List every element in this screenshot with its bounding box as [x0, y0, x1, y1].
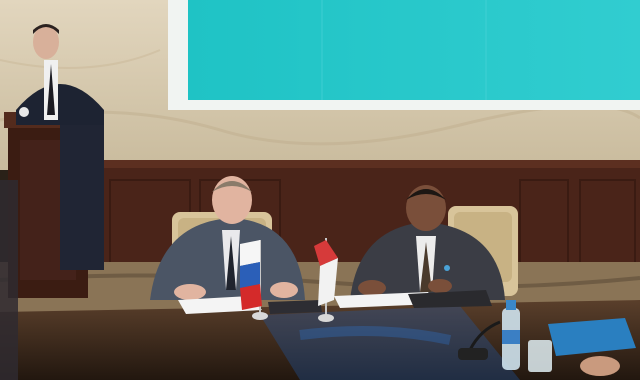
glass [528, 340, 552, 372]
documents [178, 290, 492, 314]
projection-screen [188, 0, 640, 100]
water-bottle [502, 300, 520, 370]
left-signatory [150, 176, 305, 300]
russia-flag [240, 240, 268, 320]
right-signatory [350, 185, 505, 300]
microphone [458, 320, 501, 360]
indonesia-flag [314, 238, 338, 322]
standing-aide [16, 24, 104, 270]
blue-folder [548, 318, 636, 356]
